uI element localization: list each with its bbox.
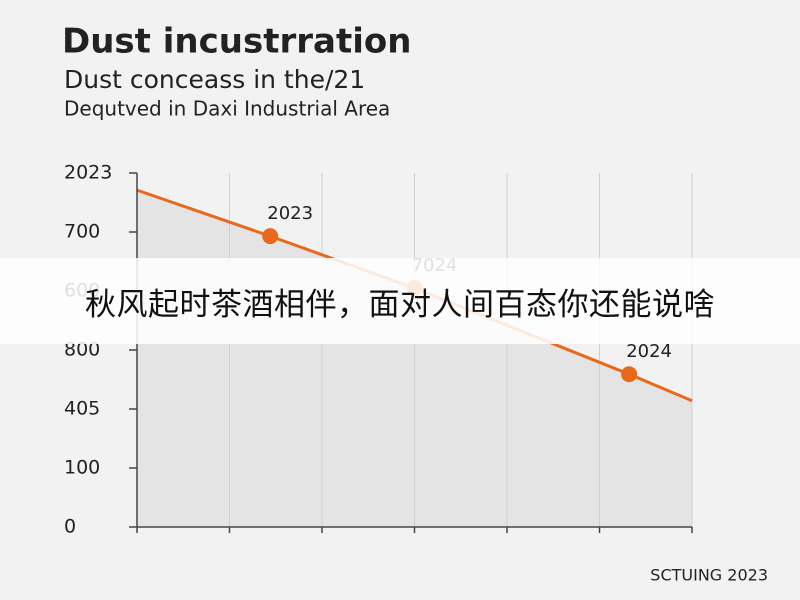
y-tick-label: 700: [64, 221, 100, 243]
point: [262, 228, 279, 245]
y-tick-label: 100: [64, 457, 100, 479]
point: [621, 366, 638, 383]
footer: SCTUING 2023: [650, 566, 768, 585]
y-tick-label: 0: [64, 516, 76, 538]
chart-title: Dust incustrration: [62, 22, 411, 62]
point-label: 2024: [626, 341, 672, 362]
y-tick-label: 405: [64, 398, 100, 420]
y-tick-label: 800: [64, 339, 100, 361]
chart-caption: Dequtved in Daxi Industrial Area: [64, 97, 390, 121]
y-tick-label: 2023: [64, 162, 112, 184]
overlay-banner: 秋风起时茶酒相伴，面对人间百态你还能说啥: [0, 258, 800, 344]
chart-subtitle: Dust conceass in the/21: [64, 65, 365, 94]
point-label: 2023: [267, 203, 313, 224]
